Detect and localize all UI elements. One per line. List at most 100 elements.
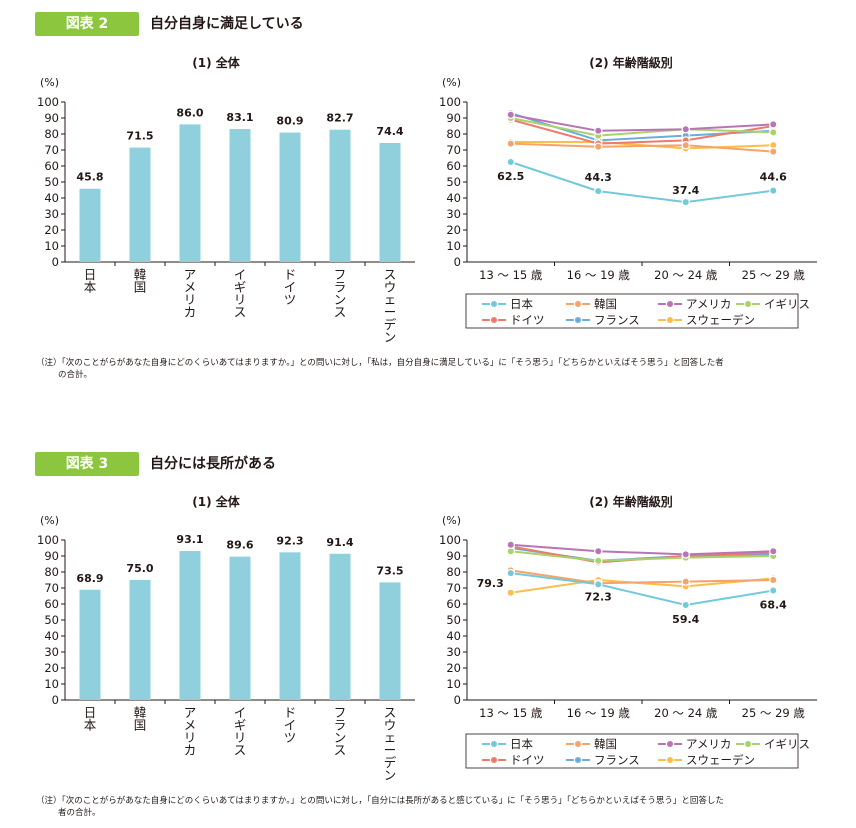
bar-value-label: 73.5	[376, 564, 403, 577]
figure-3-note: （注）「次のことがらがあなた自身にどのくらいあてはまりますか。」との問いに対し，…	[36, 795, 836, 819]
japan-value-label: 59.4	[672, 613, 699, 626]
legend-swatch-marker	[573, 755, 583, 765]
bar-韓国	[129, 147, 151, 262]
y-tick-label: 10	[44, 239, 59, 253]
legend-label: ドイツ	[510, 753, 545, 767]
bar-value-label: 91.4	[326, 536, 353, 549]
series-line-韓国	[510, 569, 774, 585]
y-axis-unit: (%)	[442, 76, 461, 89]
series-point-日本	[681, 600, 690, 610]
series-point-アメリカ	[506, 540, 515, 550]
x-category-label: ドイツ	[284, 705, 297, 745]
y-tick-label: 40	[446, 191, 461, 205]
x-category-label: 25 ～ 29 歳	[742, 706, 806, 720]
legend-swatch-marker	[489, 755, 499, 765]
bar-フランス	[329, 553, 351, 700]
series-point-韓国	[681, 140, 690, 150]
legend-swatch-marker	[573, 299, 583, 309]
legend-label: 韓国	[594, 737, 617, 751]
series-line-韓国	[510, 142, 774, 153]
series-point-日本	[594, 580, 603, 589]
note-line: （注）「次のことがらがあなた自身にどのくらいあてはまりますか。」との問いに対し，…	[36, 796, 724, 806]
y-tick-label: 50	[44, 175, 59, 189]
legend-swatch-marker	[743, 299, 753, 309]
x-category-label: 13 ～ 15 歳	[479, 706, 543, 720]
bar-value-label: 89.6	[226, 539, 253, 552]
y-tick-label: 80	[44, 565, 59, 579]
bar-value-label: 45.8	[76, 171, 103, 184]
japan-value-label: 37.4	[672, 184, 699, 197]
series-point-日本	[506, 157, 515, 167]
series-line-アメリカ	[510, 113, 774, 132]
series-point-日本	[681, 197, 690, 207]
y-tick-label: 50	[446, 175, 461, 189]
bar-value-label: 93.1	[176, 533, 203, 546]
y-tick-label: 60	[44, 159, 59, 173]
series-point-日本	[769, 586, 778, 595]
y-tick-label: 90	[44, 111, 59, 125]
y-tick-label: 100	[439, 533, 461, 547]
x-category-label: 韓国	[134, 267, 147, 295]
figure-2-age-subtitle: (2) 年齢階級別	[589, 56, 673, 70]
bar-value-label: 82.7	[326, 112, 353, 125]
series-line-アメリカ	[510, 543, 774, 556]
y-tick-label: 30	[446, 207, 461, 221]
x-category-label: フランス	[334, 267, 347, 320]
series-line-イギリス	[510, 550, 774, 562]
bar-value-label: 92.3	[276, 534, 303, 547]
legend-label: アメリカ	[686, 737, 731, 751]
bar-value-label: 74.4	[376, 125, 403, 138]
bar-ドイツ	[279, 552, 301, 700]
y-tick-label: 50	[44, 613, 59, 627]
legend-label: 日本	[510, 297, 533, 311]
legend-swatch-marker	[665, 299, 675, 309]
y-tick-label: 100	[439, 95, 461, 109]
figure-2-note: （注）「次のことがらがあなた自身にどのくらいあてはまりますか。」との問いに対し，…	[36, 357, 836, 381]
series-point-韓国	[769, 147, 778, 156]
x-category-label: ドイツ	[284, 267, 297, 307]
figure-3-badge: 図表 3	[35, 452, 139, 476]
figure-3-title: 自分には長所がある	[150, 456, 276, 472]
figure-2-overall-subtitle: (1) 全体	[192, 56, 240, 70]
bar-韓国	[129, 580, 151, 700]
y-tick-label: 20	[446, 223, 461, 237]
bar-value-label: 83.1	[226, 111, 253, 124]
bar-value-label: 75.0	[126, 562, 153, 575]
y-tick-label: 70	[44, 143, 59, 157]
legend-label: 韓国	[594, 297, 617, 311]
y-tick-label: 100	[37, 95, 59, 109]
y-tick-label: 70	[446, 143, 461, 157]
bar-スウェーデン	[379, 142, 401, 262]
series-point-韓国	[681, 577, 690, 586]
series-point-アメリカ	[769, 120, 778, 129]
figure-3-age-subtitle: (2) 年齢階級別	[589, 495, 673, 509]
y-tick-label: 10	[44, 677, 59, 691]
legend-label: ドイツ	[510, 313, 545, 327]
legend-label: スウェーデン	[686, 753, 755, 767]
series-point-アメリカ	[769, 547, 778, 556]
x-category-label: アメリカ	[184, 705, 197, 758]
y-tick-label: 70	[44, 581, 59, 595]
x-category-label: 韓国	[134, 705, 147, 733]
bar-日本	[79, 589, 101, 700]
japan-value-label: 62.5	[497, 170, 524, 183]
legend-box	[465, 293, 799, 329]
legend-swatch-marker	[573, 739, 583, 749]
series-point-アメリカ	[506, 110, 515, 120]
legend-swatch-marker	[665, 755, 675, 765]
series-point-日本	[769, 186, 778, 195]
y-tick-label: 40	[44, 191, 59, 205]
x-category-label: 日本	[84, 705, 97, 733]
y-tick-label: 80	[44, 127, 59, 141]
series-line-日本	[510, 161, 774, 204]
x-category-label: 25 ～ 29 歳	[742, 268, 806, 282]
y-tick-label: 90	[446, 549, 461, 563]
y-tick-label: 30	[44, 645, 59, 659]
legend-label: イギリス	[764, 297, 810, 311]
y-tick-label: 80	[446, 127, 461, 141]
legend-label: スウェーデン	[686, 313, 755, 327]
y-tick-label: 60	[44, 597, 59, 611]
legend-swatch-marker	[489, 299, 499, 309]
y-tick-label: 0	[454, 255, 461, 269]
